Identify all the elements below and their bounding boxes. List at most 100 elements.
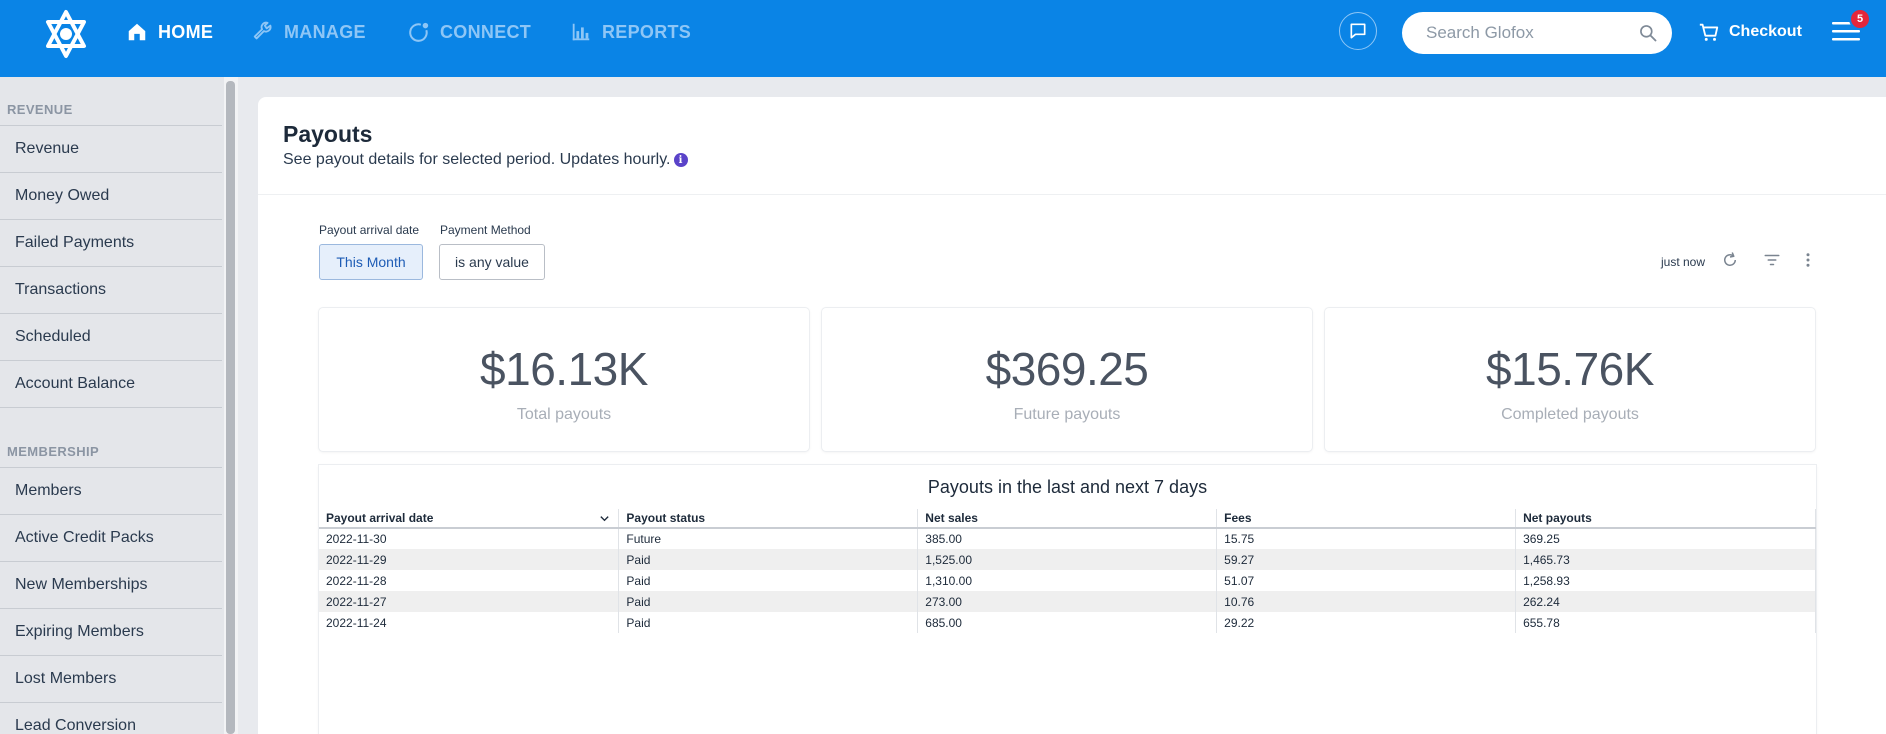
page-subtitle-text: See payout details for selected period. …: [283, 151, 671, 168]
table-cell: 262.24: [1515, 591, 1816, 612]
info-icon[interactable]: i: [673, 153, 688, 167]
kpi-label: Completed payouts: [1501, 406, 1639, 423]
payouts-table-card: Payouts in the last and next 7 days Payo…: [319, 465, 1816, 734]
nav-reports-label: REPORTS: [602, 21, 692, 42]
nav-manage[interactable]: MANAGE: [252, 0, 366, 64]
nav-manage-label: MANAGE: [284, 21, 366, 42]
search-icon[interactable]: [1638, 23, 1658, 43]
sidebar-item-members[interactable]: Members: [0, 468, 222, 515]
sidebar-item-lead-conversion[interactable]: Lead Conversion: [0, 703, 222, 734]
table-row: 2022-11-28 Paid 1,310.00 51.07 1,258.93: [319, 570, 1816, 591]
payouts-table: Payout arrival date Payout status Net sa…: [319, 509, 1816, 633]
table-cell: 655.78: [1515, 612, 1816, 633]
filter-method-button[interactable]: is any value: [439, 244, 545, 280]
table-row: 2022-11-30 Future 385.00 15.75 369.25: [319, 528, 1816, 549]
table-header-row: Payout arrival date Payout status Net sa…: [319, 509, 1816, 529]
chat-icon: [1350, 23, 1366, 39]
search-input[interactable]: [1426, 23, 1626, 43]
table-cell: 29.22: [1216, 612, 1517, 633]
table-cell: Paid: [618, 570, 919, 591]
table-row: 2022-11-27 Paid 273.00 10.76 262.24: [319, 591, 1816, 612]
checkout-button[interactable]: Checkout: [1698, 0, 1802, 64]
kpi-card-completed-payouts: $15.76K Completed payouts: [1325, 308, 1815, 451]
sidebar-item-failed-payments[interactable]: Failed Payments: [0, 220, 222, 267]
table-cell: 1,465.73: [1515, 549, 1816, 570]
home-icon: [128, 23, 146, 41]
kpi-value: $16.13K: [480, 343, 648, 395]
nav-connect[interactable]: CONNECT: [408, 0, 531, 64]
page-title: Payouts: [283, 121, 373, 147]
sidebar-item-money-owed[interactable]: Money Owed: [0, 173, 222, 220]
table-title: Payouts in the last and next 7 days: [927, 477, 1208, 497]
table-cell: 2022-11-30: [319, 528, 620, 549]
sidebar-scrollbar-thumb[interactable]: [226, 81, 235, 734]
sidebar-item-new-memberships[interactable]: New Memberships: [0, 562, 222, 609]
sidebar-section-membership: MEMBERSHIP: [0, 408, 222, 468]
nav-home-label: HOME: [158, 21, 214, 42]
kpi-label: Total payouts: [516, 406, 612, 423]
table-row: 2022-11-24 Paid 685.00 29.22 655.78: [319, 612, 1816, 633]
table-cell: 1,525.00: [917, 549, 1218, 570]
top-bar: HOME MANAGE CONNECT REPORTS Checkout 5: [0, 0, 1886, 77]
kpi-card-total-payouts: $16.13K Total payouts: [319, 308, 809, 451]
table-cell: 273.00: [917, 591, 1218, 612]
column-header-net-sales[interactable]: Net sales: [917, 509, 1218, 529]
notification-badge[interactable]: 5: [1849, 8, 1871, 30]
column-header-payout-arrival-date[interactable]: Payout arrival date: [319, 509, 620, 529]
wrench-icon: [253, 21, 272, 40]
filter-icon[interactable]: [1763, 251, 1781, 269]
table-cell: 15.75: [1216, 528, 1517, 549]
table-cell: 369.25: [1515, 528, 1816, 549]
table-cell: 1,258.93: [1515, 570, 1816, 591]
table-cell: Future: [618, 528, 919, 549]
refresh-icon[interactable]: [1721, 251, 1739, 269]
sidebar-item-transactions[interactable]: Transactions: [0, 267, 222, 314]
column-header-fees[interactable]: Fees: [1216, 509, 1517, 529]
page-subtitle: See payout details for selected period. …: [283, 151, 688, 169]
table-row: 2022-11-29 Paid 1,525.00 59.27 1,465.73: [319, 549, 1816, 570]
kpi-card-future-payouts: $369.25 Future payouts: [822, 308, 1312, 451]
sidebar-item-expiring-members[interactable]: Expiring Members: [0, 609, 222, 656]
filter-method-label: Payment Method: [440, 223, 531, 237]
sidebar-item-account-balance[interactable]: Account Balance: [0, 361, 222, 408]
table-cell: 1,310.00: [917, 570, 1218, 591]
column-header-payout-status[interactable]: Payout status: [618, 509, 919, 529]
sidebar-section-revenue: REVENUE: [0, 77, 222, 126]
kpi-value: $15.76K: [1486, 343, 1654, 395]
sidebar-item-scheduled[interactable]: Scheduled: [0, 314, 222, 361]
filter-date-label: Payout arrival date: [319, 223, 420, 237]
main-content: Payouts See payout details for selected …: [258, 97, 1886, 734]
table-cell: 2022-11-29: [319, 549, 620, 570]
nav-reports[interactable]: REPORTS: [570, 0, 691, 64]
table-cell: Paid: [618, 549, 919, 570]
chevron-down-icon[interactable]: [599, 513, 610, 524]
nav-home[interactable]: HOME: [126, 0, 213, 64]
cart-icon: [1699, 23, 1719, 41]
chat-button[interactable]: [1339, 12, 1377, 50]
table-cell: 385.00: [917, 528, 1218, 549]
table-cell: 2022-11-28: [319, 570, 620, 591]
filter-date-button[interactable]: This Month: [319, 244, 423, 280]
sidebar-item-active-credit-packs[interactable]: Active Credit Packs: [0, 515, 222, 562]
table-cell: Paid: [618, 591, 919, 612]
table-cell: Paid: [618, 612, 919, 633]
checkout-label: Checkout: [1729, 23, 1802, 40]
bar-chart-icon: [572, 23, 590, 41]
table-cell: 59.27: [1216, 549, 1517, 570]
last-updated-text: just now: [1661, 255, 1706, 269]
kpi-value: $369.25: [985, 343, 1149, 395]
table-cell: 2022-11-27: [319, 591, 620, 612]
sidebar-item-revenue[interactable]: Revenue: [0, 126, 222, 173]
column-header-label: Payout arrival date: [326, 511, 434, 525]
table-cell: 51.07: [1216, 570, 1517, 591]
glofox-logo-icon[interactable]: [40, 8, 92, 60]
sidebar: REVENUE Revenue Money Owed Failed Paymen…: [0, 77, 224, 734]
more-options-icon[interactable]: [1799, 251, 1817, 269]
header-divider: [258, 194, 1886, 195]
nav-connect-label: CONNECT: [440, 21, 532, 42]
kpi-label: Future payouts: [1013, 406, 1121, 423]
table-cell: 10.76: [1216, 591, 1517, 612]
sidebar-item-lost-members[interactable]: Lost Members: [0, 656, 222, 703]
column-header-net-payouts[interactable]: Net payouts: [1515, 509, 1816, 529]
table-cell: 685.00: [917, 612, 1218, 633]
